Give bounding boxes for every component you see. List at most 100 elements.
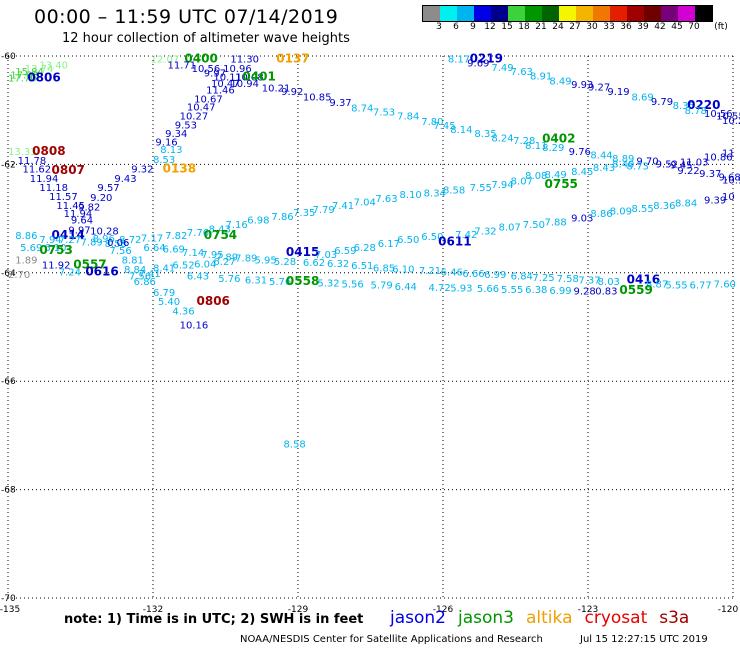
scale-swatch: [678, 6, 695, 21]
wave-height-label: 11.57: [49, 192, 78, 203]
wave-height-label: 7.41: [139, 269, 161, 280]
wave-height-label: 7.37: [578, 275, 600, 286]
scale-swatch: [610, 6, 627, 21]
wave-height-label: 8.35: [474, 129, 496, 140]
lon-tick-label: -126: [433, 605, 454, 615]
wave-height-label: 11.94: [30, 174, 59, 185]
pass-time-label: 0138: [163, 162, 196, 176]
wave-height-label: 7.53: [373, 107, 395, 118]
wave-height-label: 10.56: [192, 64, 221, 75]
wave-height-label: 5.69: [20, 243, 42, 254]
wave-height-label: 8.10: [400, 190, 422, 201]
lat-tick-label: -60: [1, 52, 16, 62]
wave-height-label: 7.56: [129, 272, 151, 283]
wave-height-label: 10.47: [211, 79, 240, 90]
wave-height-label: 8.49: [545, 170, 567, 181]
wave-height-label: 6.46: [441, 268, 463, 279]
wave-height-label: 8.81: [122, 255, 144, 266]
wave-height-label: 13.74: [25, 64, 54, 75]
wave-height-label: 10: [722, 192, 735, 203]
wave-height-label: 11.18: [39, 183, 68, 194]
wave-height-label: 8.44: [590, 151, 612, 162]
pass-time-label: 0755: [545, 177, 578, 191]
wave-height-label: 7.50: [523, 220, 545, 231]
wave-height-label: 9.34: [165, 129, 187, 140]
lon-tick-label: -132: [143, 605, 163, 615]
lon-tick-label: -123: [578, 605, 598, 615]
wave-height-label: 8.07: [511, 177, 533, 188]
wave-height-label: 10.11: [213, 73, 242, 84]
wave-height-label: 5.56: [342, 280, 364, 291]
wave-height-label: 4.36: [172, 307, 194, 318]
wave-height-label: 8.41: [153, 263, 175, 274]
pass-time-label: 0806: [27, 71, 60, 85]
wave-height-label: 9.37: [699, 169, 721, 180]
scale-unit: (ft): [714, 22, 728, 32]
wave-height-label: 6.66: [462, 269, 484, 280]
wave-height-label: 8.78: [685, 106, 707, 117]
wave-height-label: 5.76: [218, 274, 240, 285]
satellite-legend: jason2 jason3 altika cryosat s3a: [390, 608, 689, 628]
wave-height-label: 8.55: [632, 204, 654, 215]
wave-height-label: 6.43: [187, 272, 209, 283]
pass-time-label: 0219: [470, 52, 503, 66]
footer-timestamp: Jul 15 12:27:15 UTC 2019: [580, 634, 708, 645]
wave-height-label: 9.22: [677, 166, 699, 177]
wave-height-label: 8.45: [571, 167, 593, 178]
wave-height-label: 9.20: [90, 193, 112, 204]
pass-time-label: 0806: [197, 294, 230, 308]
pass-time-label: 0416: [627, 272, 660, 286]
wave-height-label: 10.28: [90, 227, 119, 238]
wave-height-label: 7.89: [81, 237, 103, 248]
color-scale-bar: [422, 5, 713, 22]
wave-height-label: 9.45: [670, 160, 692, 171]
wave-height-label: 8.11: [525, 141, 547, 152]
lat-tick-label: -64: [1, 269, 16, 279]
wave-height-label: 10.21: [262, 83, 291, 94]
wave-height-label: 9.97: [204, 68, 226, 79]
wave-height-label: 7.55: [470, 183, 492, 194]
wave-height-label: 7.80: [421, 117, 443, 128]
wave-height-label: 10.47: [187, 102, 216, 113]
scale-label: 30: [586, 22, 598, 32]
wave-height-label: 15.84: [15, 67, 44, 78]
scale-label: 9: [470, 22, 476, 32]
wave-height-label: 8.24: [491, 133, 513, 144]
scale-label: 21: [535, 22, 547, 32]
wave-height-label: 0.83: [595, 287, 617, 298]
wave-height-label: 5.95: [255, 255, 277, 266]
pass-time-label: 0557: [73, 258, 106, 272]
scale-swatch: [474, 6, 491, 21]
scale-label: 6: [453, 22, 459, 32]
wave-height-label: 8.69: [632, 93, 654, 104]
wave-height-label: 7.56: [110, 246, 132, 257]
wave-height-label: 7.94: [39, 235, 61, 246]
pass-time-label: 0220: [687, 98, 720, 112]
wave-height-label: 7.86: [271, 212, 293, 223]
wave-height-label: 6.17: [378, 239, 400, 250]
wave-height-label: 9.70: [636, 157, 658, 168]
wave-height-label: 10.85: [303, 93, 332, 104]
wave-height-label: 7.32: [474, 227, 496, 238]
wave-height-label: 7.95: [201, 250, 223, 261]
scale-swatch: [491, 6, 508, 21]
wave-height-label: 8.72: [119, 235, 141, 246]
wave-height-label: 8.36: [653, 201, 675, 212]
wave-height-label: 7.49: [491, 63, 513, 74]
wave-height-label: 5.55: [501, 285, 523, 296]
wave-height-label: 8.86: [15, 231, 37, 242]
wave-height-label: 10.96: [223, 64, 252, 75]
wave-height-label: 6.32: [327, 259, 349, 270]
pass-time-label: 0808: [32, 144, 65, 158]
wave-height-label: 9.69: [467, 59, 489, 70]
wave-height-label: 8.87: [646, 280, 668, 291]
pass-time-label: 0753: [39, 243, 72, 257]
wave-height-label: 9.03: [571, 214, 593, 225]
wave-height-label: 10.86: [704, 152, 733, 163]
pass-time-label: 0415: [286, 245, 319, 259]
wave-height-label: 7.42: [455, 230, 477, 241]
scale-swatch: [525, 6, 542, 21]
wave-height-label: 5.40: [158, 297, 180, 308]
